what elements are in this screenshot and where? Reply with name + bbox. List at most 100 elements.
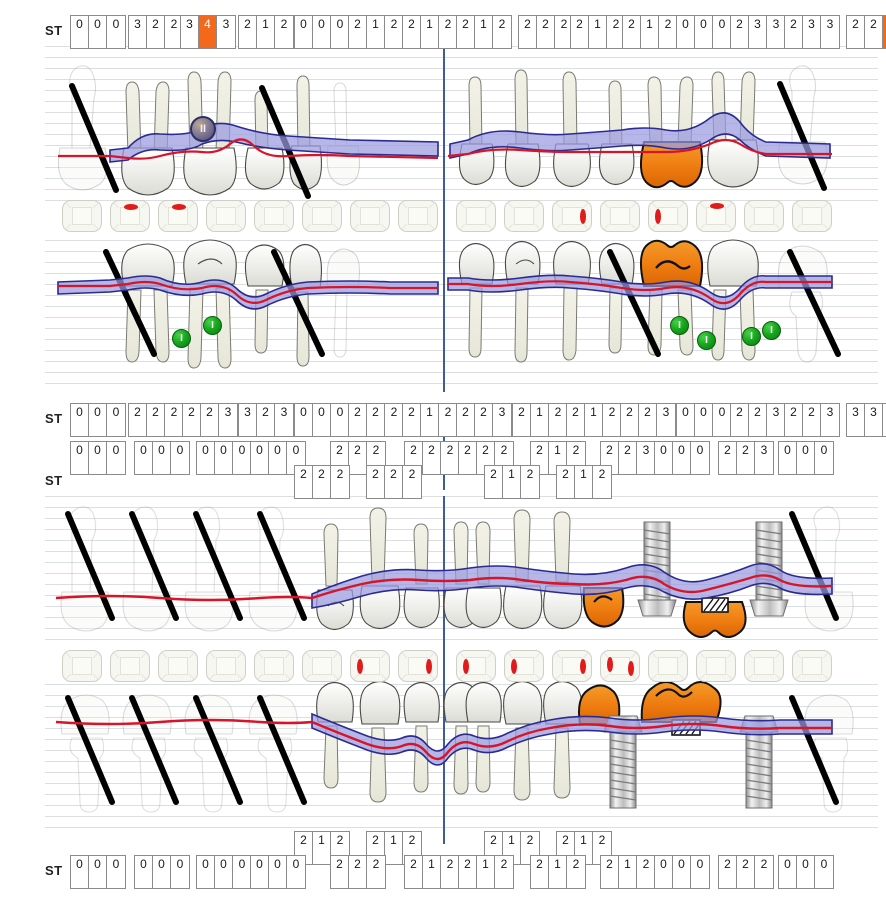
bleeding-point-marker[interactable] <box>172 204 186 210</box>
pd-cell[interactable]: 0 <box>713 16 731 48</box>
occlusal-tooth[interactable] <box>110 650 150 682</box>
pd-cell[interactable]: 2 <box>623 16 641 48</box>
pd-cell[interactable]: 2 <box>485 466 503 498</box>
pd-cell[interactable]: 2 <box>567 856 585 888</box>
pd-cell[interactable]: 2 <box>567 404 585 436</box>
pd-cell[interactable]: 2 <box>147 404 165 436</box>
pd-cell[interactable]: 2 <box>183 404 201 436</box>
pd-cell[interactable]: 0 <box>779 856 797 888</box>
pd-cell[interactable]: 0 <box>89 404 107 436</box>
pd-cell[interactable]: 0 <box>71 442 89 474</box>
pd-cell[interactable]: 1 <box>641 16 659 48</box>
pd-cell[interactable]: 3 <box>129 16 147 48</box>
pd-cell[interactable]: 0 <box>287 856 305 888</box>
pd-cell[interactable]: 0 <box>331 16 349 48</box>
pd-cell[interactable]: 0 <box>313 404 331 436</box>
pd-cell[interactable]: 0 <box>135 442 153 474</box>
pd-cell[interactable]: 3 <box>217 16 235 48</box>
pd-cell[interactable]: 3 <box>767 404 785 436</box>
bleeding-point-marker[interactable] <box>580 209 586 224</box>
pd-cell[interactable]: 0 <box>89 16 107 48</box>
pd-cell[interactable]: 2 <box>385 404 403 436</box>
pd-cell[interactable]: 0 <box>71 856 89 888</box>
pd-cell[interactable]: 2 <box>549 404 567 436</box>
pd-cell[interactable]: 2 <box>367 404 385 436</box>
pd-cell[interactable]: 2 <box>441 856 459 888</box>
occlusal-tooth[interactable] <box>456 650 496 682</box>
pd-cell[interactable]: 2 <box>367 466 385 498</box>
pd-cell[interactable]: 2 <box>403 404 421 436</box>
pd-cell[interactable]: 2 <box>537 16 555 48</box>
pd-cell[interactable]: 0 <box>695 16 713 48</box>
pd-cell[interactable]: 2 <box>603 404 621 436</box>
pd-cell[interactable]: 0 <box>295 404 313 436</box>
pd-cell[interactable]: 2 <box>731 16 749 48</box>
mobility-marker[interactable]: II <box>190 116 216 142</box>
occlusal-tooth[interactable] <box>600 650 640 682</box>
occlusal-tooth[interactable] <box>350 200 390 232</box>
pd-cell[interactable]: 3 <box>219 404 237 436</box>
pd-cell[interactable]: 4 <box>199 16 217 48</box>
pd-cell[interactable]: 0 <box>677 16 695 48</box>
pd-cell[interactable]: 0 <box>815 442 833 474</box>
pd-cell[interactable]: 2 <box>785 404 803 436</box>
occlusal-tooth[interactable] <box>744 200 784 232</box>
pd-cell[interactable]: 3 <box>821 16 839 48</box>
bleeding-point-marker[interactable] <box>124 204 138 210</box>
pd-cell[interactable]: 0 <box>215 442 233 474</box>
pd-cell[interactable]: 3 <box>847 404 865 436</box>
pd-cell[interactable]: 1 <box>475 16 493 48</box>
pd-cell[interactable]: 3 <box>657 404 675 436</box>
pd-cell[interactable]: 1 <box>531 404 549 436</box>
pd-cell[interactable]: 2 <box>731 404 749 436</box>
pd-cell[interactable]: 0 <box>107 856 125 888</box>
pd-cell[interactable]: 0 <box>171 442 189 474</box>
pd-cell[interactable]: 2 <box>785 16 803 48</box>
pd-cell[interactable]: 1 <box>589 16 607 48</box>
pd-cell[interactable]: 0 <box>135 856 153 888</box>
occlusal-tooth[interactable] <box>206 200 246 232</box>
pd-cell[interactable]: 2 <box>405 856 423 888</box>
pd-cell[interactable]: 2 <box>385 16 403 48</box>
occlusal-tooth[interactable] <box>62 200 102 232</box>
pd-cell[interactable]: 2 <box>495 856 513 888</box>
pd-cell[interactable]: 1 <box>313 832 331 864</box>
pd-cell[interactable]: 1 <box>575 466 593 498</box>
pd-cell[interactable]: 3 <box>883 404 886 436</box>
occlusal-tooth[interactable] <box>302 200 342 232</box>
pd-cell[interactable]: 2 <box>475 404 493 436</box>
pd-cell[interactable]: 0 <box>655 856 673 888</box>
pd-cell[interactable]: 4 <box>883 16 886 48</box>
bleeding-point-marker[interactable] <box>511 659 517 674</box>
pd-cell[interactable]: 2 <box>637 856 655 888</box>
pd-cell[interactable]: 0 <box>779 442 797 474</box>
pd-cell[interactable]: 1 <box>421 16 439 48</box>
pd-cell[interactable]: 0 <box>815 856 833 888</box>
pd-cell[interactable]: 2 <box>349 16 367 48</box>
pd-cell[interactable]: 0 <box>269 856 287 888</box>
pd-cell[interactable]: 1 <box>385 832 403 864</box>
pd-cell[interactable]: 0 <box>313 16 331 48</box>
furcation-marker[interactable]: I <box>762 321 781 340</box>
occlusal-tooth[interactable] <box>254 650 294 682</box>
pd-cell[interactable]: 2 <box>257 404 275 436</box>
pd-cell[interactable]: 0 <box>215 856 233 888</box>
pd-cell[interactable]: 2 <box>403 466 421 498</box>
pd-cell[interactable]: 0 <box>677 404 695 436</box>
pd-cell[interactable]: 2 <box>439 404 457 436</box>
pd-cell[interactable]: 2 <box>601 856 619 888</box>
pd-cell[interactable]: 2 <box>275 16 293 48</box>
occlusal-tooth[interactable] <box>398 200 438 232</box>
pd-cell[interactable]: 3 <box>865 404 883 436</box>
furcation-marker[interactable]: I <box>203 316 222 335</box>
pd-cell[interactable]: 2 <box>147 16 165 48</box>
furcation-marker[interactable]: I <box>697 331 716 350</box>
pd-cell[interactable]: 2 <box>519 16 537 48</box>
pd-cell[interactable]: 0 <box>269 442 287 474</box>
occlusal-tooth[interactable] <box>456 200 496 232</box>
pd-cell[interactable]: 0 <box>251 442 269 474</box>
pd-cell[interactable]: 0 <box>797 442 815 474</box>
pd-cell[interactable]: 2 <box>403 16 421 48</box>
pd-cell[interactable]: 2 <box>439 16 457 48</box>
pd-cell[interactable]: 3 <box>821 404 839 436</box>
